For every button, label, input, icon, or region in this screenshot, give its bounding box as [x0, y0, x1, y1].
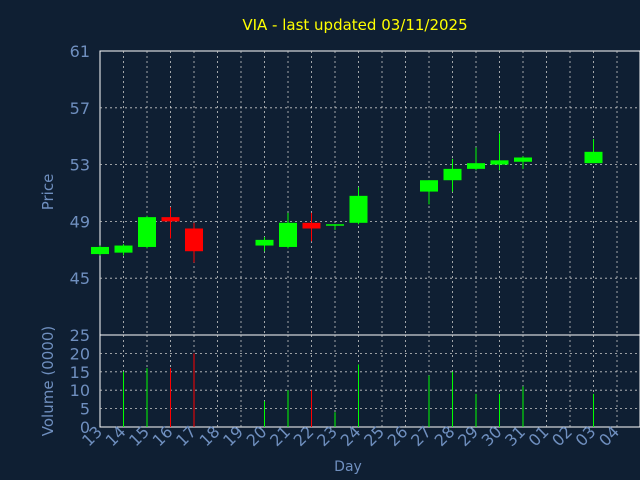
- candle-body: [443, 168, 462, 181]
- candle-body: [490, 160, 509, 165]
- x-tick-labels: 1314151617181920212223242526272829303101…: [78, 422, 623, 450]
- candle-body: [584, 151, 603, 164]
- candle-body: [279, 222, 297, 247]
- candle-body: [114, 245, 133, 253]
- price-plot-area: [99, 50, 640, 336]
- chart-title: VIA - last updated 03/11/2025: [242, 16, 467, 34]
- candle-body: [349, 195, 368, 223]
- price-tick-label: 57: [70, 99, 90, 118]
- candle-body: [91, 246, 109, 255]
- candle-body: [514, 157, 532, 162]
- volume-plot-area: [99, 334, 640, 428]
- volume-tick-label: 20: [70, 344, 90, 363]
- candle-body: [326, 224, 344, 226]
- price-axis-label: Price: [39, 174, 57, 211]
- candle-body: [185, 228, 203, 252]
- price-tick-label: 53: [70, 156, 90, 175]
- price-panel: 61 57 53 49 45: [70, 42, 640, 336]
- price-tick-label: 61: [70, 42, 90, 61]
- volume-tick-label: 0: [80, 418, 90, 437]
- x-axis-label: Day: [334, 459, 362, 475]
- candle-body: [467, 163, 485, 169]
- candle-body: [302, 222, 321, 229]
- candle-body: [420, 180, 438, 192]
- candle-body: [161, 217, 180, 222]
- candle-body: [138, 217, 156, 247]
- volume-axis-label: Volume (0000): [39, 326, 57, 436]
- volume-tick-label: 25: [70, 326, 90, 345]
- candle-body: [255, 239, 274, 246]
- price-tick-label: 45: [70, 269, 90, 288]
- volume-tick-label: 15: [70, 363, 90, 382]
- volume-tick-label: 10: [70, 381, 90, 400]
- volume-tick-label: 5: [80, 400, 90, 419]
- price-tick-label: 49: [70, 212, 90, 231]
